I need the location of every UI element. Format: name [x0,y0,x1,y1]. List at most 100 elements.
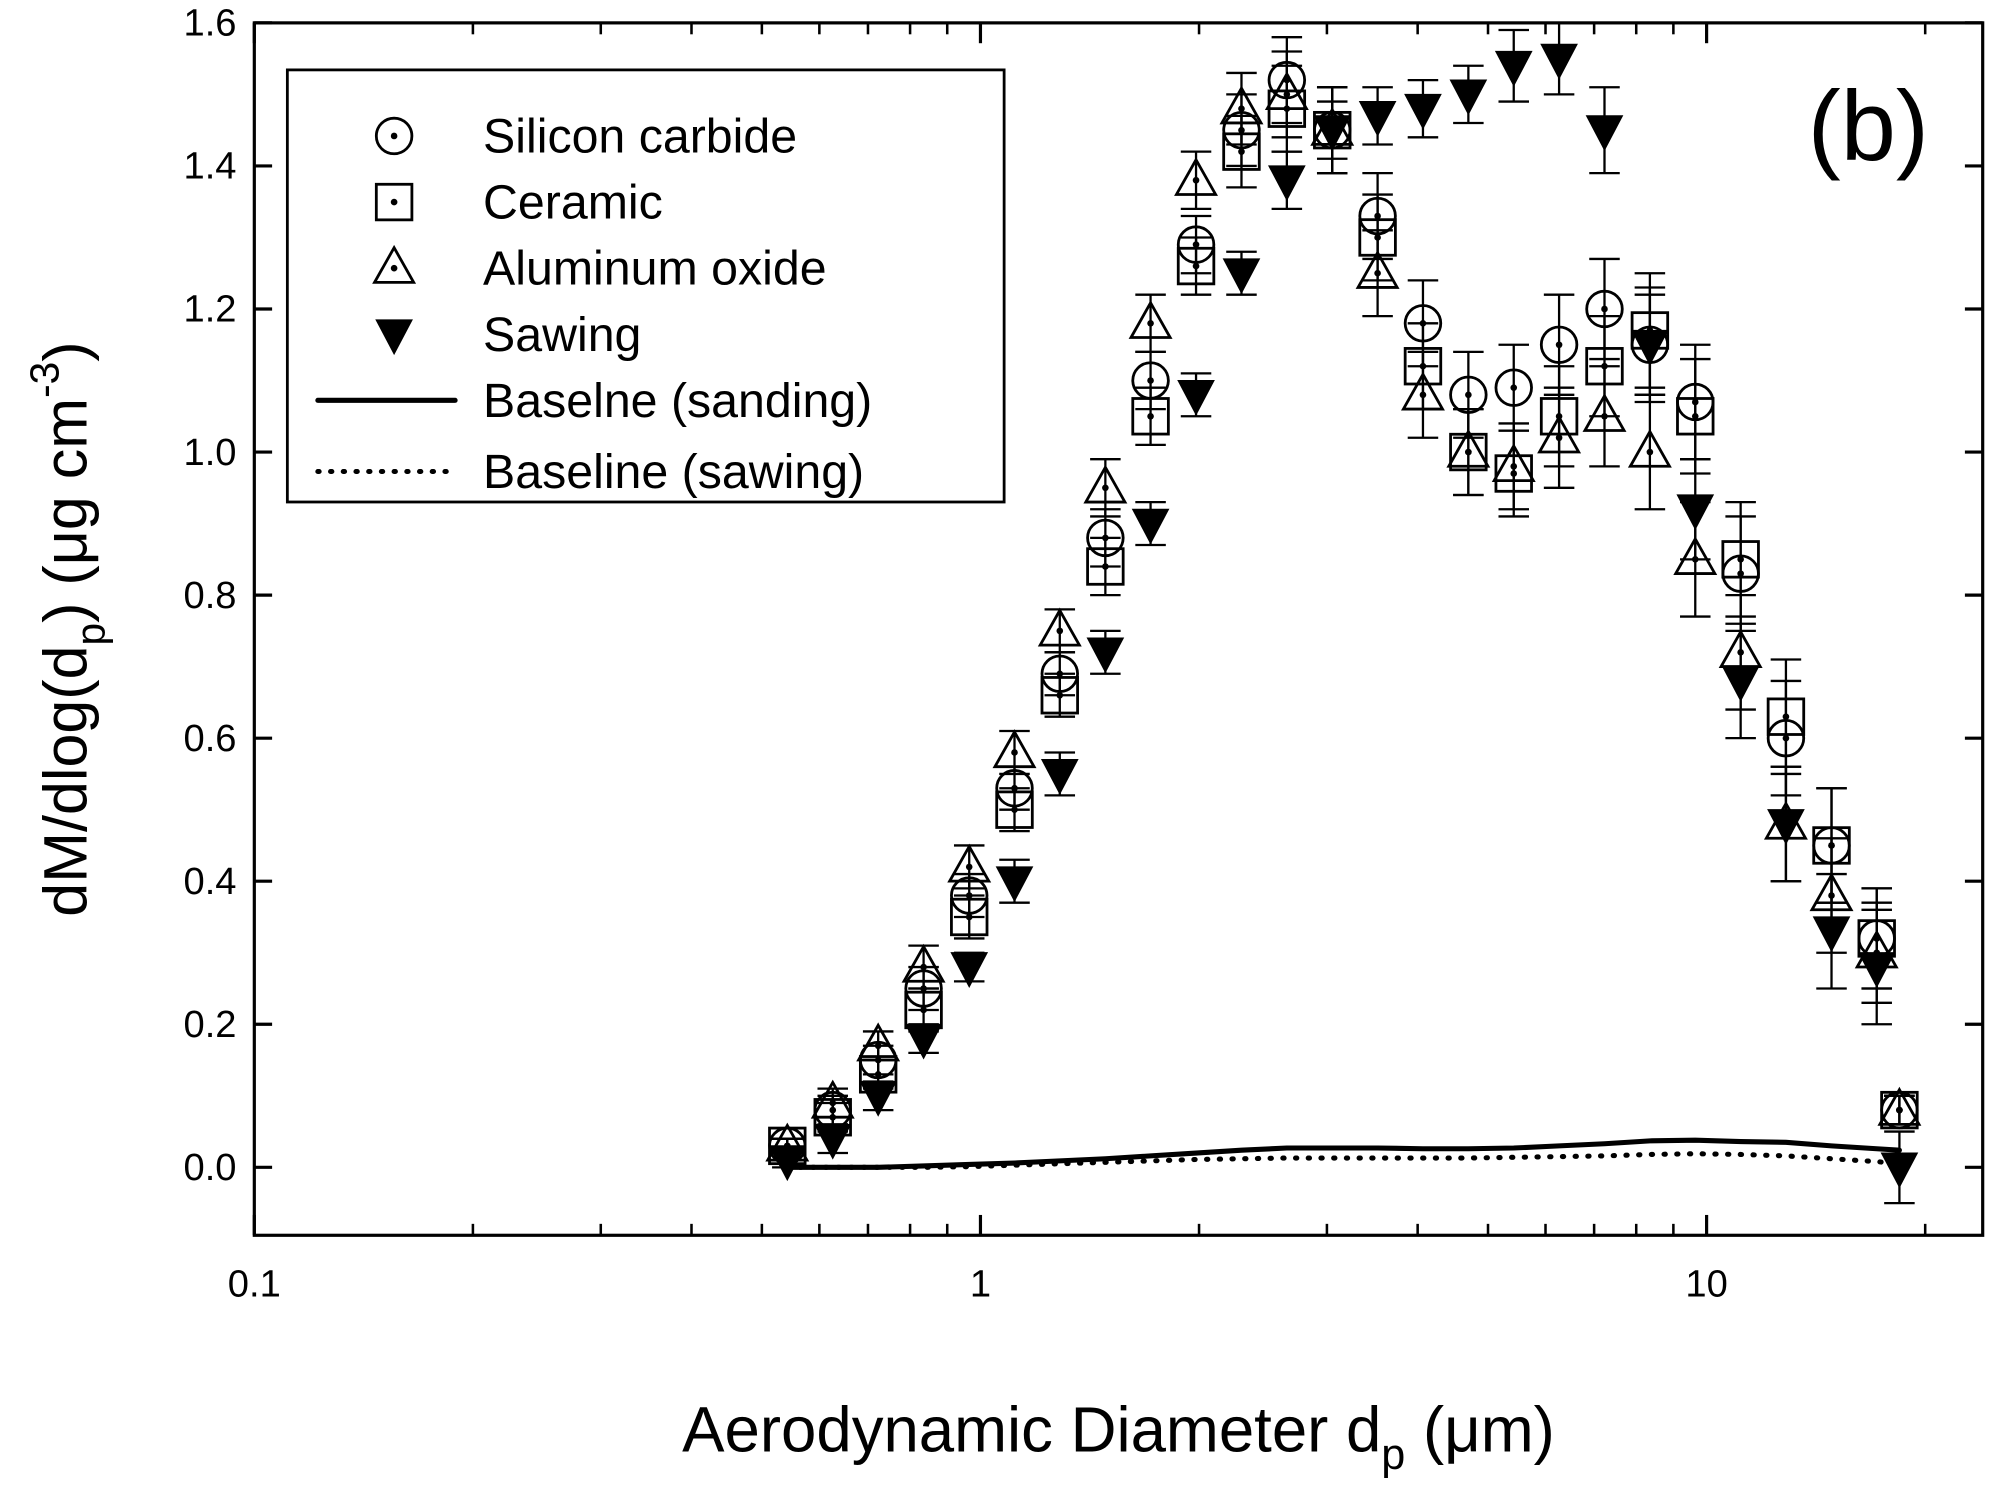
marker-shape [1219,85,1264,125]
marker-shape [950,952,989,988]
marker-dot [1555,341,1563,349]
marker [1131,508,1170,545]
marker-dot [1737,556,1744,563]
y-tick-label: 1.2 [184,288,237,331]
marker-shape [1880,1152,1919,1189]
marker [1174,156,1219,196]
marker-shape [374,182,414,222]
marker-dot [1011,806,1018,813]
marker-shape [1400,371,1445,411]
marker-dot [1147,412,1154,420]
legend-label: Baselne (sanding) [483,374,872,428]
marker [950,952,989,988]
marker-shape [1131,397,1170,436]
marker-dot [1238,148,1245,155]
marker-dot [1102,484,1109,492]
marker-shape [1631,329,1669,366]
marker [1880,1152,1919,1189]
y-tick-label: 0.4 [184,860,237,903]
y-axis-label: dM/dlog(dp) (μg cm-3) [22,341,114,916]
marker-shape [1404,93,1442,130]
marker-shape [810,1079,855,1119]
legend-label: Baseline (sawing) [483,445,864,499]
marker-dot [1601,305,1608,313]
y-label-part: dM/dlog(d [32,645,100,916]
marker [1404,93,1442,130]
marker-shape [1585,115,1624,152]
marker [992,729,1037,769]
marker-shape [1767,809,1805,845]
marker-shape [1131,508,1170,545]
marker-shape [1449,79,1488,116]
marker-shape [1176,246,1216,286]
marker-shape [1128,299,1173,339]
baseline-line [784,1151,1902,1170]
marker [1264,71,1309,111]
marker [1857,952,1896,988]
marker-shape [1358,100,1397,137]
marker-shape [1040,759,1079,795]
marker [1537,414,1582,454]
legend-label: Silicon carbide [483,110,797,164]
marker-dot [1147,319,1154,327]
marker-dot [1601,412,1608,420]
x-label-part: (μm) [1405,1394,1555,1465]
marker [1582,392,1627,432]
marker [1494,368,1533,407]
marker [768,1145,807,1182]
marker [1877,1086,1922,1126]
marker-dot [920,1006,927,1014]
marker-dot [1896,1106,1903,1114]
y-label-part: ) [32,341,100,361]
marker-shape [1676,397,1715,436]
marker [859,1080,898,1117]
marker-shape [950,897,989,937]
marker-shape [1676,494,1715,531]
marker-shape [1857,952,1896,988]
y-tick-label: 1.6 [184,2,237,45]
marker [1766,697,1806,736]
x-tick-label: 10 [1685,1262,1727,1305]
y-label-sub: p [67,623,113,646]
marker-shape [1267,165,1306,202]
marker-dot [1510,463,1518,470]
marker [1128,299,1173,339]
x-axis-label: Aerodynamic Diameter dp (μm) [682,1394,1555,1479]
marker [1040,759,1079,795]
marker [1037,607,1082,647]
x-label-part: Aerodynamic Diameter d [682,1394,1381,1465]
marker [1767,809,1805,845]
marker-dot [1056,691,1064,699]
marker [947,843,992,883]
marker-shape [1877,1086,1922,1126]
marker-dot [1102,563,1109,570]
marker-dot [1238,105,1245,113]
marker-shape [1766,697,1806,736]
marker-shape [1040,676,1079,715]
legend-label: Sawing [483,308,641,362]
marker-dot [1555,434,1563,442]
marker [1449,79,1488,116]
y-label-sup: -3 [22,362,68,398]
y-label-part: ) (μg cm [32,398,100,623]
marker [995,866,1034,903]
y-tick-label: 1.4 [184,145,237,188]
x-tick-label: 1 [970,1262,991,1305]
marker-dot [1782,713,1790,721]
marker-dot [1691,412,1699,420]
marker [1040,676,1079,715]
marker-shape [856,1022,901,1062]
marker-shape [995,866,1034,903]
marker-shape [1491,443,1536,482]
marker-shape [1174,156,1219,196]
marker-dot [1192,176,1200,184]
marker-shape [768,1145,807,1182]
marker-dot [965,863,973,871]
marker [1313,115,1352,152]
marker [1631,329,1669,366]
marker [813,1123,852,1160]
marker-dot [1192,262,1200,270]
legend-label: Aluminum oxide [483,242,827,296]
